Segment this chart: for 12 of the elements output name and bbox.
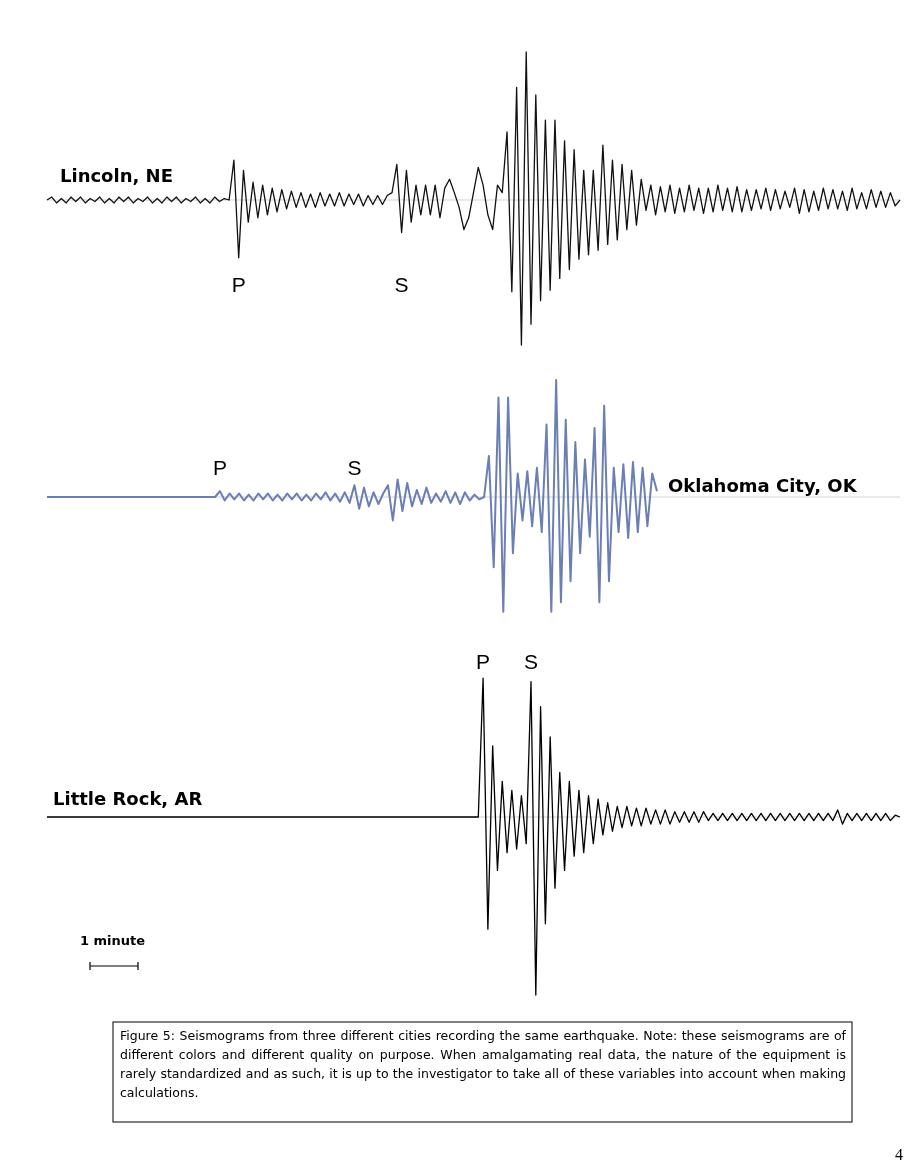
- text: Little Rock, AR: [53, 788, 203, 809]
- annotation: P: [231, 273, 246, 296]
- annotation: P: [212, 456, 227, 479]
- annotation: S: [524, 650, 539, 673]
- annotation: S: [347, 456, 362, 479]
- annotation: P: [476, 650, 491, 673]
- text: Lincoln, NE: [60, 165, 173, 186]
- annotation: 1 minute: [80, 933, 146, 948]
- annotation: S: [394, 273, 409, 296]
- caption: Figure 5: Seismograms from three different cities recording the same earthquake. Note: these seismograms are of different colors and different quality on purpose. When amalgamating real data, the nature of the equipment is rarely standardized and as such, it is up to the investigator to take all of these variables into account when making calculations.: [120, 1027, 846, 1102]
- text: 4: [895, 1146, 903, 1163]
- text: Oklahoma City, OK: [668, 475, 858, 496]
